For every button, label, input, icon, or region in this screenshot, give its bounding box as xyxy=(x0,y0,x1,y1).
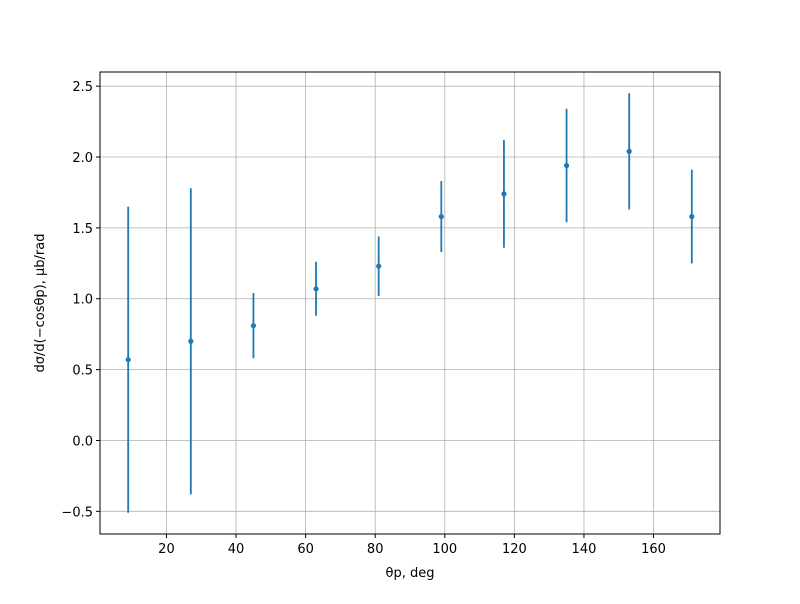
data-point xyxy=(313,286,319,292)
data-point xyxy=(563,162,570,169)
y-axis-label: dσ/d(−cosθp), μb/rad xyxy=(33,234,48,373)
y-tick-label: 1.5 xyxy=(72,222,93,237)
x-tick-label: 140 xyxy=(572,542,597,557)
x-axis-label: θp, deg xyxy=(386,566,435,581)
x-tick-label: 100 xyxy=(432,542,457,557)
data-point xyxy=(125,357,131,363)
x-tick-label: 60 xyxy=(297,542,314,557)
x-tick-label: 160 xyxy=(641,542,666,557)
data-point xyxy=(626,148,632,154)
y-tick-label: 0.5 xyxy=(72,364,93,379)
data-point xyxy=(250,323,257,329)
x-tick-label: 120 xyxy=(502,542,527,557)
data-point xyxy=(188,338,194,344)
data-point xyxy=(438,213,444,220)
y-tick-label: 2.0 xyxy=(72,151,93,166)
y-tick-label: −0.5 xyxy=(61,505,93,520)
y-tick-label: 2.5 xyxy=(72,80,93,95)
y-tick-label: 1.0 xyxy=(72,293,93,308)
data-point xyxy=(376,263,382,269)
y-tick-label: 0.0 xyxy=(72,434,93,449)
plot-frame xyxy=(99,71,721,535)
data-point xyxy=(501,191,507,197)
x-tick-label: 40 xyxy=(228,542,245,557)
data-point xyxy=(689,213,695,220)
x-tick-label: 20 xyxy=(158,542,175,557)
x-tick-label: 80 xyxy=(367,542,384,557)
